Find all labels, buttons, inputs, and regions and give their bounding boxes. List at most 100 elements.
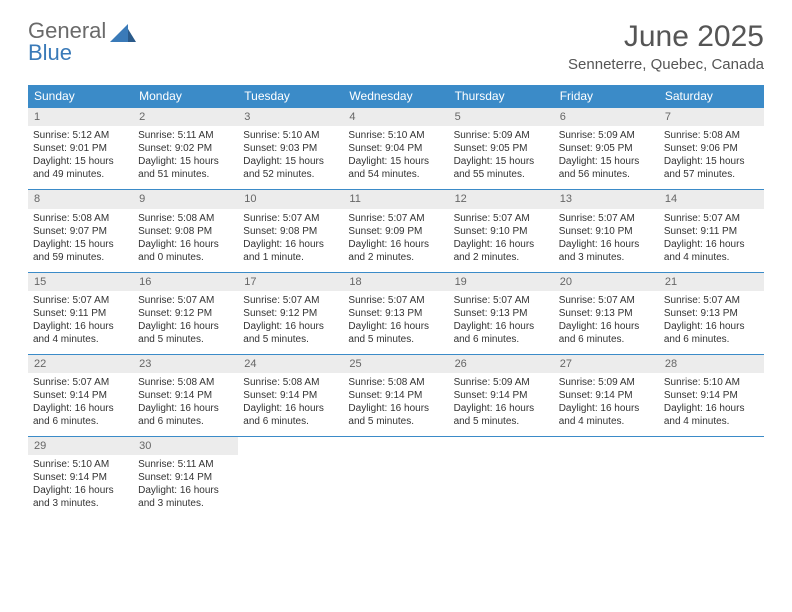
daylight-line: Daylight: 16 hours and 3 minutes. bbox=[138, 484, 233, 510]
daylight-line: Daylight: 16 hours and 3 minutes. bbox=[559, 238, 654, 264]
day-header: Thursday bbox=[449, 85, 554, 108]
day-cell: 16Sunrise: 5:07 AMSunset: 9:12 PMDayligh… bbox=[133, 272, 238, 354]
day-cell: 14Sunrise: 5:07 AMSunset: 9:11 PMDayligh… bbox=[659, 190, 764, 272]
sunrise-line: Sunrise: 5:07 AM bbox=[559, 212, 654, 225]
day-body: Sunrise: 5:08 AMSunset: 9:14 PMDaylight:… bbox=[133, 373, 238, 436]
sunrise-line: Sunrise: 5:08 AM bbox=[138, 212, 233, 225]
day-cell: 4Sunrise: 5:10 AMSunset: 9:04 PMDaylight… bbox=[343, 108, 448, 190]
daylight-line: Daylight: 15 hours and 54 minutes. bbox=[348, 155, 443, 181]
day-number: 10 bbox=[238, 190, 343, 208]
day-body: Sunrise: 5:07 AMSunset: 9:09 PMDaylight:… bbox=[343, 209, 448, 272]
day-header: Saturday bbox=[659, 85, 764, 108]
day-body: Sunrise: 5:07 AMSunset: 9:13 PMDaylight:… bbox=[343, 291, 448, 354]
sunset-line: Sunset: 9:12 PM bbox=[138, 307, 233, 320]
sunset-line: Sunset: 9:14 PM bbox=[33, 389, 128, 402]
daylight-line: Daylight: 16 hours and 6 minutes. bbox=[454, 320, 549, 346]
day-body: Sunrise: 5:07 AMSunset: 9:11 PMDaylight:… bbox=[659, 209, 764, 272]
day-number: 3 bbox=[238, 108, 343, 126]
day-cell: 26Sunrise: 5:09 AMSunset: 9:14 PMDayligh… bbox=[449, 354, 554, 436]
sunrise-line: Sunrise: 5:07 AM bbox=[348, 294, 443, 307]
sunset-line: Sunset: 9:01 PM bbox=[33, 142, 128, 155]
sunrise-line: Sunrise: 5:11 AM bbox=[138, 458, 233, 471]
day-number: 16 bbox=[133, 273, 238, 291]
daylight-line: Daylight: 16 hours and 5 minutes. bbox=[243, 320, 338, 346]
day-body bbox=[238, 455, 343, 517]
day-number: 7 bbox=[659, 108, 764, 126]
week-row: 29Sunrise: 5:10 AMSunset: 9:14 PMDayligh… bbox=[28, 437, 764, 519]
day-body: Sunrise: 5:10 AMSunset: 9:03 PMDaylight:… bbox=[238, 126, 343, 189]
sunrise-line: Sunrise: 5:12 AM bbox=[33, 129, 128, 142]
sunset-line: Sunset: 9:13 PM bbox=[348, 307, 443, 320]
day-cell: 27Sunrise: 5:09 AMSunset: 9:14 PMDayligh… bbox=[554, 354, 659, 436]
day-cell: 1Sunrise: 5:12 AMSunset: 9:01 PMDaylight… bbox=[28, 108, 133, 190]
sunset-line: Sunset: 9:07 PM bbox=[33, 225, 128, 238]
month-title: June 2025 bbox=[568, 20, 764, 54]
day-body: Sunrise: 5:09 AMSunset: 9:14 PMDaylight:… bbox=[554, 373, 659, 436]
day-body: Sunrise: 5:07 AMSunset: 9:10 PMDaylight:… bbox=[449, 209, 554, 272]
sunrise-line: Sunrise: 5:09 AM bbox=[454, 129, 549, 142]
day-header: Tuesday bbox=[238, 85, 343, 108]
sunrise-line: Sunrise: 5:10 AM bbox=[243, 129, 338, 142]
sunset-line: Sunset: 9:09 PM bbox=[348, 225, 443, 238]
day-number: 18 bbox=[343, 273, 448, 291]
day-number: 13 bbox=[554, 190, 659, 208]
day-cell: 22Sunrise: 5:07 AMSunset: 9:14 PMDayligh… bbox=[28, 354, 133, 436]
daylight-line: Daylight: 15 hours and 56 minutes. bbox=[559, 155, 654, 181]
sunrise-line: Sunrise: 5:09 AM bbox=[559, 129, 654, 142]
day-cell: 5Sunrise: 5:09 AMSunset: 9:05 PMDaylight… bbox=[449, 108, 554, 190]
sunrise-line: Sunrise: 5:08 AM bbox=[138, 376, 233, 389]
day-number: 1 bbox=[28, 108, 133, 126]
day-cell: 11Sunrise: 5:07 AMSunset: 9:09 PMDayligh… bbox=[343, 190, 448, 272]
sunrise-line: Sunrise: 5:07 AM bbox=[138, 294, 233, 307]
sunset-line: Sunset: 9:10 PM bbox=[559, 225, 654, 238]
day-cell: 9Sunrise: 5:08 AMSunset: 9:08 PMDaylight… bbox=[133, 190, 238, 272]
sunset-line: Sunset: 9:11 PM bbox=[664, 225, 759, 238]
day-cell bbox=[238, 437, 343, 519]
week-row: 22Sunrise: 5:07 AMSunset: 9:14 PMDayligh… bbox=[28, 354, 764, 436]
sunrise-line: Sunrise: 5:08 AM bbox=[243, 376, 338, 389]
day-number bbox=[659, 437, 764, 455]
sunset-line: Sunset: 9:08 PM bbox=[243, 225, 338, 238]
sunrise-line: Sunrise: 5:07 AM bbox=[33, 294, 128, 307]
daylight-line: Daylight: 16 hours and 4 minutes. bbox=[664, 402, 759, 428]
daylight-line: Daylight: 16 hours and 6 minutes. bbox=[664, 320, 759, 346]
day-cell: 19Sunrise: 5:07 AMSunset: 9:13 PMDayligh… bbox=[449, 272, 554, 354]
title-block: June 2025 Senneterre, Quebec, Canada bbox=[568, 20, 764, 73]
week-row: 1 Sunrise: 5:12 AMSunset: 9:01 PM Daylight… bbox=[28, 108, 764, 190]
day-number: 22 bbox=[28, 355, 133, 373]
day-number bbox=[449, 437, 554, 455]
day-body: Sunrise: 5:07 AMSunset: 9:13 PMDaylight:… bbox=[659, 291, 764, 354]
sunset-line: Sunset: 9:12 PM bbox=[243, 307, 338, 320]
day-body: Sunrise: 5:09 AMSunset: 9:05 PMDaylight:… bbox=[449, 126, 554, 189]
calendar-body: 1 Sunrise: 5:12 AMSunset: 9:01 PM Daylight… bbox=[28, 108, 764, 519]
day-number: 9 bbox=[133, 190, 238, 208]
daylight-line: Daylight: 16 hours and 6 minutes. bbox=[559, 320, 654, 346]
logo: General Blue bbox=[28, 20, 136, 64]
day-cell: 29Sunrise: 5:10 AMSunset: 9:14 PMDayligh… bbox=[28, 437, 133, 519]
sunrise-line: Sunrise: 5:07 AM bbox=[33, 376, 128, 389]
daylight-line: Daylight: 16 hours and 6 minutes. bbox=[138, 402, 233, 428]
day-body: Sunrise: 5:11 AMSunset: 9:02 PMDaylight:… bbox=[133, 126, 238, 189]
day-number bbox=[554, 437, 659, 455]
day-number: 19 bbox=[449, 273, 554, 291]
daylight-line: Daylight: 16 hours and 5 minutes. bbox=[348, 402, 443, 428]
sunset-line: Sunset: 9:03 PM bbox=[243, 142, 338, 155]
day-header: Wednesday bbox=[343, 85, 448, 108]
daylight-line: Daylight: 15 hours and 57 minutes. bbox=[664, 155, 759, 181]
sunset-line: Sunset: 9:14 PM bbox=[454, 389, 549, 402]
day-cell: 12Sunrise: 5:07 AMSunset: 9:10 PMDayligh… bbox=[449, 190, 554, 272]
day-number: 5 bbox=[449, 108, 554, 126]
sunset-line: Sunset: 9:05 PM bbox=[454, 142, 549, 155]
day-body: Sunrise: 5:07 AMSunset: 9:11 PMDaylight:… bbox=[28, 291, 133, 354]
header: General Blue June 2025 Senneterre, Quebe… bbox=[28, 20, 764, 73]
day-number: 2 bbox=[133, 108, 238, 126]
day-cell: 30Sunrise: 5:11 AMSunset: 9:14 PMDayligh… bbox=[133, 437, 238, 519]
logo-line1: General bbox=[28, 20, 106, 42]
day-body: Sunrise: 5:07 AMSunset: 9:10 PMDaylight:… bbox=[554, 209, 659, 272]
day-number: 17 bbox=[238, 273, 343, 291]
sunrise-line: Sunrise: 5:07 AM bbox=[243, 212, 338, 225]
daylight-line: Daylight: 16 hours and 5 minutes. bbox=[454, 402, 549, 428]
day-body: Sunrise: 5:07 AMSunset: 9:13 PMDaylight:… bbox=[554, 291, 659, 354]
sunset-line: Sunset: 9:14 PM bbox=[138, 389, 233, 402]
day-cell: 23Sunrise: 5:08 AMSunset: 9:14 PMDayligh… bbox=[133, 354, 238, 436]
